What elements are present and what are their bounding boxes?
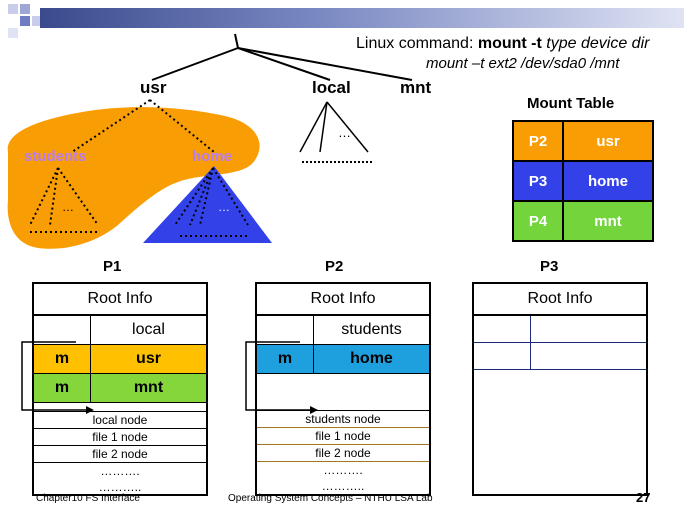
footer-course: Operating System Concepts – NTHU LSA Lab <box>228 493 433 504</box>
mount-proc: P4 <box>514 202 564 240</box>
p2-dots: ……….. <box>321 479 365 493</box>
p1-row-usr: m usr <box>34 345 206 374</box>
p1-node: file 2 node <box>34 446 206 463</box>
p1-label: P1 <box>103 258 122 275</box>
p2-row-home-name: home <box>350 350 393 367</box>
p2-pointer-arrow <box>245 341 318 414</box>
p1-row-mnt-flag: m <box>34 374 91 402</box>
p1-row-mnt: m mnt <box>34 374 206 403</box>
page-number: 27 <box>636 490 651 505</box>
p3-directory-box: Root Info <box>472 282 648 496</box>
p2-row-home-flag: m <box>257 345 314 373</box>
p3-row <box>474 316 646 343</box>
p1-dots: ……….. <box>98 480 142 494</box>
p3-label: P3 <box>540 258 559 275</box>
p2-dots: ………. <box>323 463 363 477</box>
tree-node-local: local <box>312 78 351 97</box>
students-ellipsis: … <box>62 200 74 214</box>
p3-root-info: Root Info <box>474 284 646 316</box>
tree-node-students: students <box>24 148 87 165</box>
footer-chapter: Chapter10 FS Interface <box>36 493 140 504</box>
corner-decoration <box>8 4 42 38</box>
mount-table-row: P3 home <box>514 162 652 202</box>
p1-node: local node <box>34 412 206 429</box>
p1-dots: ………. <box>100 464 140 478</box>
command-bold: mount -t <box>477 35 542 52</box>
tree-node-home: home <box>192 148 233 165</box>
p1-row-local: local <box>34 316 206 345</box>
tree-node-mnt: mnt <box>400 78 432 97</box>
p2-node: file 2 node <box>257 445 429 462</box>
p1-row-mnt-name: mnt <box>133 379 164 396</box>
p1-row-usr-flag: m <box>34 345 91 373</box>
mount-table: P2 usr P3 home P4 mnt <box>512 120 654 242</box>
p2-row-home: m home <box>257 345 429 374</box>
directory-tree <box>7 33 413 249</box>
mount-proc: P3 <box>514 162 564 200</box>
tree-node-usr: usr <box>140 78 167 97</box>
mount-table-row: P2 usr <box>514 122 652 162</box>
p1-row-local-flag <box>34 316 91 344</box>
mount-proc: P2 <box>514 122 564 160</box>
title-bar-gradient <box>40 8 684 28</box>
p2-directory-box: Root Info students m home students node … <box>255 282 431 496</box>
command-italic: type device dir <box>546 35 650 52</box>
p1-row-local-name: local <box>132 321 165 338</box>
usr-subtree-blob <box>7 107 260 249</box>
p1-node: file 1 node <box>34 429 206 446</box>
local-ellipsis: … <box>338 125 351 140</box>
command-example: mount –t ext2 /dev/sda0 /mnt <box>426 55 620 72</box>
mount-dir: mnt <box>594 212 622 230</box>
p2-label: P2 <box>325 258 344 275</box>
mount-table-title: Mount Table <box>527 95 615 112</box>
command-line: Linux command: mount -t type device dir <box>356 35 649 53</box>
p2-node: file 1 node <box>257 428 429 445</box>
command-prefix: Linux command: <box>356 35 474 52</box>
p3-row <box>474 343 646 370</box>
p1-directory-box: Root Info local m usr m mnt local node f… <box>32 282 208 496</box>
p1-root-info: Root Info <box>34 284 206 316</box>
p2-node: students node <box>257 411 429 428</box>
p1-pointer-arrow <box>21 341 94 414</box>
p2-root-info: Root Info <box>257 284 429 316</box>
p2-row-students-flag <box>257 316 314 344</box>
p2-row-students: students <box>257 316 429 345</box>
mount-dir: usr <box>596 132 620 150</box>
home-subtree-triangle <box>143 166 272 243</box>
home-ellipsis: … <box>218 200 230 214</box>
mount-dir: home <box>587 172 628 190</box>
p1-row-usr-name: usr <box>136 350 161 367</box>
p2-row-students-name: students <box>341 321 402 338</box>
mount-table-row: P4 mnt <box>514 202 652 240</box>
